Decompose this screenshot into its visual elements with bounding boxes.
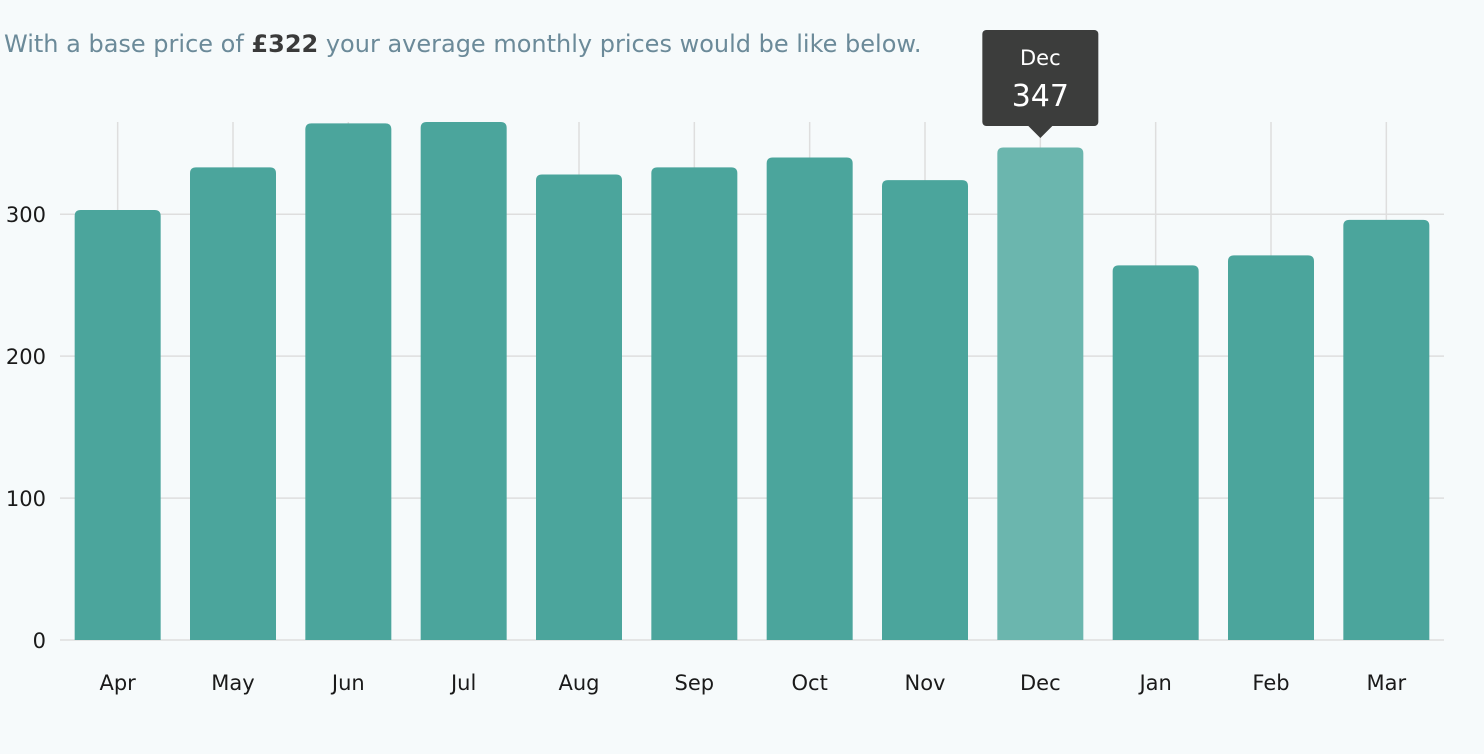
y-tick-label: 100 — [6, 487, 46, 511]
bar-oct[interactable] — [766, 157, 853, 641]
tooltip-pointer — [1028, 126, 1053, 138]
x-tick-label: Aug — [558, 671, 599, 695]
bar-aug[interactable] — [536, 174, 622, 640]
horizontal-gridlines — [60, 213, 1444, 641]
x-tick-label: Mar — [1367, 671, 1407, 695]
x-axis-ticks: Apr May Jun Jul Aug Sep Oct Nov Dec Jan Feb Mar — [99, 671, 1406, 695]
bar-jul[interactable] — [420, 122, 507, 640]
bar-sep[interactable] — [651, 167, 738, 640]
bars — [74, 122, 1430, 641]
x-tick-label: Dec — [1020, 671, 1061, 695]
tooltip-value: 347 — [1012, 79, 1069, 114]
base-price: £322 — [251, 30, 319, 58]
tooltip-box — [982, 30, 1099, 126]
intro-prefix: With a base price of — [4, 30, 252, 58]
y-axis-ticks: 0 100 200 300 — [6, 203, 46, 653]
x-tick-label: Oct — [792, 671, 828, 695]
bar-feb[interactable] — [1228, 255, 1314, 640]
bar-may[interactable] — [190, 167, 276, 640]
bar-nov[interactable] — [882, 180, 968, 641]
x-tick-label: Jun — [330, 671, 365, 695]
x-tick-label: Jul — [449, 671, 476, 695]
bar-jan[interactable] — [1112, 265, 1199, 640]
intro-suffix: your average monthly prices would be lik… — [318, 30, 922, 58]
tooltip-month: Dec — [1020, 46, 1061, 70]
y-tick-label: 300 — [6, 203, 46, 227]
x-tick-label: May — [211, 671, 254, 695]
x-tick-label: Nov — [905, 671, 946, 695]
y-tick-label: 0 — [33, 629, 46, 653]
bar-apr[interactable] — [74, 209, 161, 640]
bar-mar[interactable] — [1343, 219, 1430, 641]
y-tick-label: 200 — [6, 345, 46, 369]
x-tick-label: Sep — [675, 671, 715, 695]
x-tick-label: Apr — [99, 671, 136, 695]
x-tick-label: Jan — [1137, 671, 1171, 695]
tooltip: Dec 347 — [982, 30, 1099, 138]
bar-jun[interactable] — [305, 123, 392, 640]
bar-dec[interactable] — [997, 147, 1084, 640]
x-tick-label: Feb — [1252, 671, 1289, 695]
chart-intro-text: With a base price of £322 your average m… — [4, 30, 921, 58]
